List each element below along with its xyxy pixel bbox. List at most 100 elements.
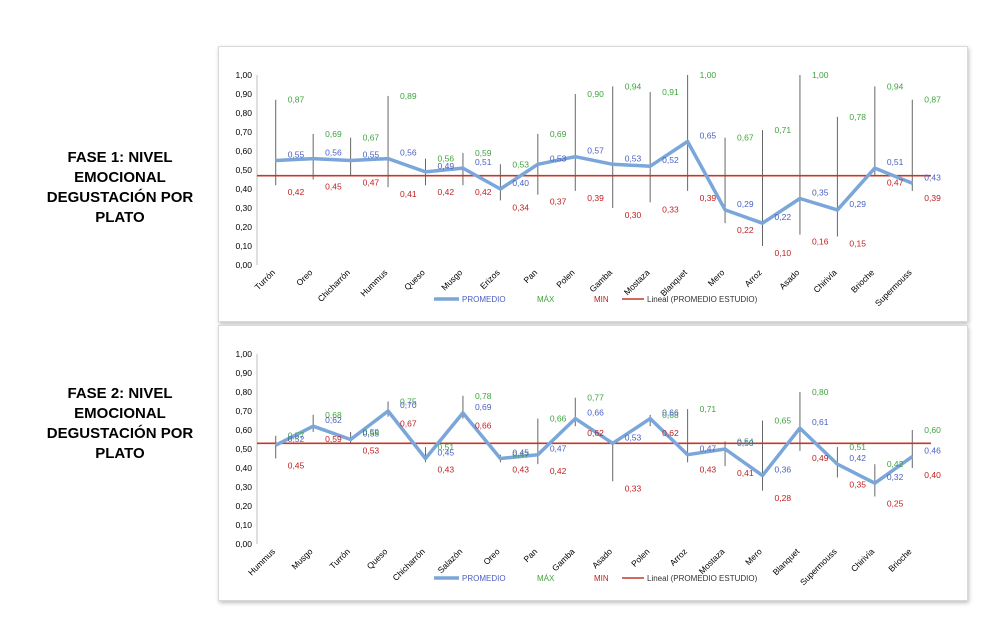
chart1-promedio-data-label: 0,52 bbox=[662, 155, 679, 165]
chart1-category-label: Chirivía bbox=[811, 267, 839, 295]
chart1-min-data-label: 0,42 bbox=[475, 187, 492, 197]
chart1-min-data-label: 0,15 bbox=[849, 239, 866, 249]
chart2-promedio-data-label: 0,42 bbox=[849, 453, 866, 463]
chart1-max-data-label: 0,90 bbox=[587, 89, 604, 99]
chart2-y-tick-label: 1,00 bbox=[235, 349, 252, 359]
chart2-promedio-data-label: 0,32 bbox=[887, 472, 904, 482]
chart2-min-data-label: 0,43 bbox=[438, 464, 455, 474]
chart1-promedio-data-label: 0,35 bbox=[812, 188, 829, 198]
chart2-max-data-label: 0,47 bbox=[512, 450, 529, 460]
chart1-y-tick-label: 0,30 bbox=[235, 203, 252, 213]
chart1-y-tick-label: 0,40 bbox=[235, 184, 252, 194]
chart1-min-data-label: 0,47 bbox=[363, 178, 380, 188]
chart2-min-data-label: 0,66 bbox=[475, 421, 492, 431]
chart2-category-label: Supermouss bbox=[798, 546, 839, 587]
chart1-promedio-data-label: 0,29 bbox=[849, 199, 866, 209]
chart2-legend-min-label: MIN bbox=[594, 574, 609, 583]
chart2-y-tick-label: 0,10 bbox=[235, 520, 252, 530]
chart1-category-label: Polen bbox=[554, 267, 577, 290]
chart1-legend-min-label: MIN bbox=[594, 295, 609, 304]
chart2-promedio-data-label: 0,36 bbox=[775, 465, 792, 475]
chart1-promedio-data-label: 0,43 bbox=[924, 172, 941, 182]
chart2-category-label: Gamba bbox=[550, 546, 577, 573]
chart2-max-data-label: 0,66 bbox=[550, 414, 567, 424]
chart2-max-data-label: 0,60 bbox=[924, 425, 941, 435]
chart1-max-data-label: 0,87 bbox=[288, 95, 305, 105]
chart1-min-data-label: 0,39 bbox=[700, 193, 717, 203]
chart1-category-label: Mero bbox=[706, 267, 727, 288]
chart2-min-data-label: 0,62 bbox=[662, 428, 679, 438]
chart1-max-data-label: 0,69 bbox=[550, 129, 567, 139]
chart1-promedio-data-label: 0,22 bbox=[775, 212, 792, 222]
chart1-promedio-data-label: 0,55 bbox=[288, 150, 305, 160]
chart2-category-label: Hummus bbox=[246, 546, 277, 577]
phase-2-chart-panel: 0,00 0,10 0,20 0,30 0,40 0,50 0,60 0,70 0,80 0,90… bbox=[218, 325, 968, 601]
chart1-max-data-label: 0,67 bbox=[363, 133, 380, 143]
chart2-min-data-label: 0,59 bbox=[325, 434, 342, 444]
chart2-category-label: Polen bbox=[629, 546, 652, 569]
chart2-max-data-label: 0,65 bbox=[775, 416, 792, 426]
chart2-promedio-data-label: 0,70 bbox=[400, 400, 417, 410]
chart1-y-tick-label: 0,90 bbox=[235, 89, 252, 99]
chart1-min-data-label: 0,45 bbox=[325, 182, 342, 192]
chart1-category-label: Hummus bbox=[358, 267, 389, 298]
chart1-category-label: Mostaza bbox=[622, 267, 652, 297]
chart1-min-data-label: 0,10 bbox=[775, 248, 792, 258]
chart2-promedio-data-label: 0,69 bbox=[475, 402, 492, 412]
chart2-max-data-label: 0,59 bbox=[363, 427, 380, 437]
chart1-promedio-data-label: 0,65 bbox=[700, 131, 717, 141]
chart1-y-tick-label: 0,10 bbox=[235, 241, 252, 251]
chart2-promedio-data-label: 0,46 bbox=[924, 446, 941, 456]
chart2-min-data-label: 0,43 bbox=[700, 464, 717, 474]
chart2-max-data-label: 0,77 bbox=[587, 393, 604, 403]
chart1-y-tick-label: 0,60 bbox=[235, 146, 252, 156]
chart1-category-label: Supermouss bbox=[873, 267, 914, 308]
chart1-category-label: Queso bbox=[402, 267, 427, 292]
chart2-legend-lineal-label: Lineal (PROMEDIO ESTUDIO) bbox=[647, 574, 758, 583]
chart1-min-data-label: 0,47 bbox=[887, 178, 904, 188]
chart2-min-data-label: 0,62 bbox=[587, 428, 604, 438]
chart2-max-data-label: 0,75 bbox=[400, 397, 417, 407]
phase-1-chart-panel: 0,00 0,10 0,20 0,30 0,40 0,50 0,60 0,70 0,80 0,90… bbox=[218, 46, 968, 322]
chart1-min-data-label: 0,34 bbox=[512, 202, 529, 212]
phase-1-title-line4: PLATO bbox=[95, 209, 145, 226]
chart2-max-data-label: 0,78 bbox=[475, 391, 492, 401]
chart2-promedio-data-label: 0,45 bbox=[438, 448, 455, 458]
chart1-max-data-label: 1,00 bbox=[812, 70, 829, 80]
chart2-category-label: Chicharrón bbox=[390, 546, 427, 583]
chart2-promedio-data-label: 0,61 bbox=[812, 417, 829, 427]
chart1-y-tick-label: 1,00 bbox=[235, 70, 252, 80]
phase-2-title-line4: PLATO bbox=[95, 445, 145, 462]
chart1-max-data-label: 0,53 bbox=[512, 159, 529, 169]
chart1-max-data-label: 0,78 bbox=[849, 112, 866, 122]
chart2-y-tick-label: 0,70 bbox=[235, 406, 252, 416]
chart2-legend-promedio-label: PROMEDIO bbox=[462, 574, 506, 583]
chart2-legend-max-label: MÁX bbox=[537, 574, 555, 583]
chart1-promedio-data-label: 0,53 bbox=[550, 153, 567, 163]
chart1-min-data-label: 0,22 bbox=[737, 225, 754, 235]
chart1-promedio-data-label: 0,51 bbox=[475, 157, 492, 167]
chart1-y-tick-label: 0,00 bbox=[235, 260, 252, 270]
chart1-promedio-data-label: 0,29 bbox=[737, 199, 754, 209]
chart2-promedio-data-label: 0,66 bbox=[662, 408, 679, 418]
chart1-y-tick-label: 0,70 bbox=[235, 127, 252, 137]
chart2-min-data-label: 0,67 bbox=[400, 419, 417, 429]
chart2-category-label: Oreo bbox=[481, 546, 502, 567]
chart2-promedio-data-label: 0,47 bbox=[700, 444, 717, 454]
chart1-max-data-label: 0,71 bbox=[775, 125, 792, 135]
chart2-category-label: Musgo bbox=[289, 546, 314, 571]
chart1-max-data-label: 0,94 bbox=[625, 81, 642, 91]
chart1-min-data-label: 0,39 bbox=[587, 193, 604, 203]
chart1-category-label: Musgo bbox=[439, 267, 464, 292]
phase-1-chart: 0,00 0,10 0,20 0,30 0,40 0,50 0,60 0,70 0,80 0,90… bbox=[235, 70, 941, 308]
chart2-y-tick-label: 0,50 bbox=[235, 444, 252, 454]
chart2-min-data-label: 0,42 bbox=[550, 466, 567, 476]
chart2-max-data-label: 0,42 bbox=[887, 459, 904, 469]
phase-2-title: FASE 2: NIVEL EMOCIONAL DEGUSTACIÓN POR … bbox=[20, 384, 220, 464]
chart2-min-data-label: 0,45 bbox=[288, 461, 305, 471]
chart2-min-data-label: 0,25 bbox=[887, 499, 904, 509]
chart2-category-label: Salazón bbox=[436, 546, 465, 575]
chart1-category-label: Brioche bbox=[849, 267, 877, 295]
chart2-y-tick-label: 0,00 bbox=[235, 539, 252, 549]
chart2-category-label: Queso bbox=[365, 546, 390, 571]
